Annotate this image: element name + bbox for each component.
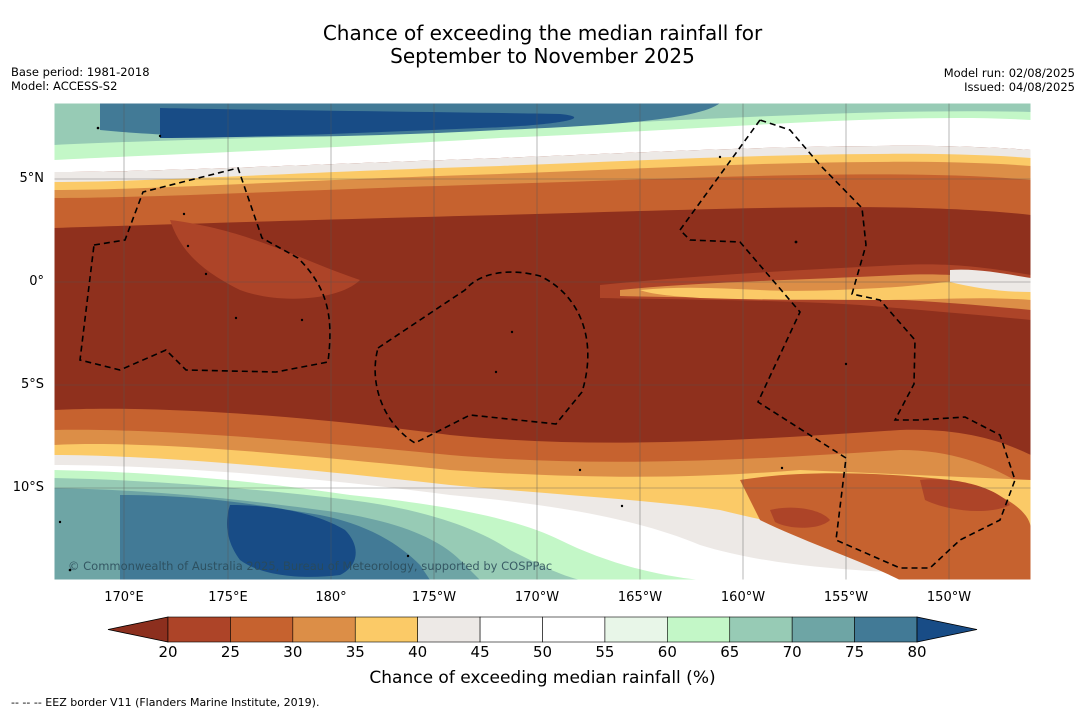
eez-legend-note: -- -- -- EEZ border V11 (Flanders Marine… — [11, 696, 320, 709]
colorbar-segment — [542, 616, 606, 643]
lon-label-155w: 155°W — [823, 590, 869, 605]
colorbar-segment — [729, 616, 793, 643]
colorbar-segment — [854, 616, 918, 643]
lat-label-5s: 5°S — [20, 377, 44, 392]
lon-label-160w: 160°W — [720, 590, 766, 605]
colorbar-tick-label: 25 — [220, 643, 240, 661]
issued-date: Issued: 04/08/2025 — [964, 80, 1075, 94]
map-title: Chance of exceeding the median rainfall … — [0, 22, 1085, 68]
colorbar-tick-label: 30 — [283, 643, 303, 661]
lon-label-150w: 150°W — [926, 590, 972, 605]
model-run: Model run: 02/08/2025 — [943, 66, 1075, 80]
colorbar-title: Chance of exceeding median rainfall (%) — [369, 668, 716, 688]
title-line-2: September to November 2025 — [390, 44, 695, 68]
colorbar-segment — [167, 616, 231, 643]
meta-right: Model run: 02/08/2025 Issued: 04/08/2025 — [944, 66, 1075, 94]
colorbar — [107, 616, 978, 643]
meta-left: Base period: 1981-2018 Model: ACCESS-S2 — [11, 65, 150, 93]
colorbar-tick-label: 80 — [907, 643, 927, 661]
colorbar-tick-label: 60 — [657, 643, 677, 661]
lon-label-165w: 165°W — [617, 590, 663, 605]
lon-label-175w: 175°W — [411, 590, 457, 605]
lon-label-170e: 170°E — [104, 590, 144, 605]
lat-label-0: 0° — [29, 274, 44, 289]
colorbar-segment — [230, 616, 294, 643]
copyright-notice: © Commonwealth of Australia 2025, Bureau… — [68, 559, 553, 573]
lon-label-180: 180° — [315, 590, 347, 605]
colorbar-tick-label: 55 — [595, 643, 615, 661]
rainfall-map — [54, 103, 1031, 580]
title-line-1: Chance of exceeding the median rainfall … — [322, 21, 763, 45]
colorbar-tick-label: 50 — [532, 643, 553, 661]
colorbar-tick-label: 40 — [408, 643, 428, 661]
colorbar-segment — [667, 616, 731, 643]
colorbar-low-extend — [107, 616, 169, 643]
colorbar-segment — [354, 616, 418, 643]
islands — [58, 126, 848, 572]
colorbar-segment — [417, 616, 481, 643]
colorbar-tick-label: 20 — [158, 643, 178, 661]
colorbar-tick-label: 65 — [720, 643, 740, 661]
colorbar-segment — [604, 616, 668, 643]
colorbar-segment — [791, 616, 855, 643]
lon-label-170w: 170°W — [514, 590, 560, 605]
colorbar-tick-label: 70 — [782, 643, 802, 661]
colorbar-tick-label: 45 — [470, 643, 490, 661]
eez-borders — [79, 119, 1016, 569]
colorbar-segment — [479, 616, 543, 643]
colorbar-tick-label: 35 — [345, 643, 365, 661]
model-name: Model: ACCESS-S2 — [11, 79, 118, 93]
colorbar-high-extend — [916, 616, 978, 643]
map-graticule — [54, 103, 1031, 580]
lat-label-5n: 5°N — [19, 171, 45, 186]
lon-label-175e: 175°E — [208, 590, 248, 605]
colorbar-tick-label: 75 — [845, 643, 865, 661]
base-period: Base period: 1981-2018 — [11, 65, 150, 79]
colorbar-segment — [292, 616, 356, 643]
lat-label-10s: 10°S — [12, 480, 44, 495]
